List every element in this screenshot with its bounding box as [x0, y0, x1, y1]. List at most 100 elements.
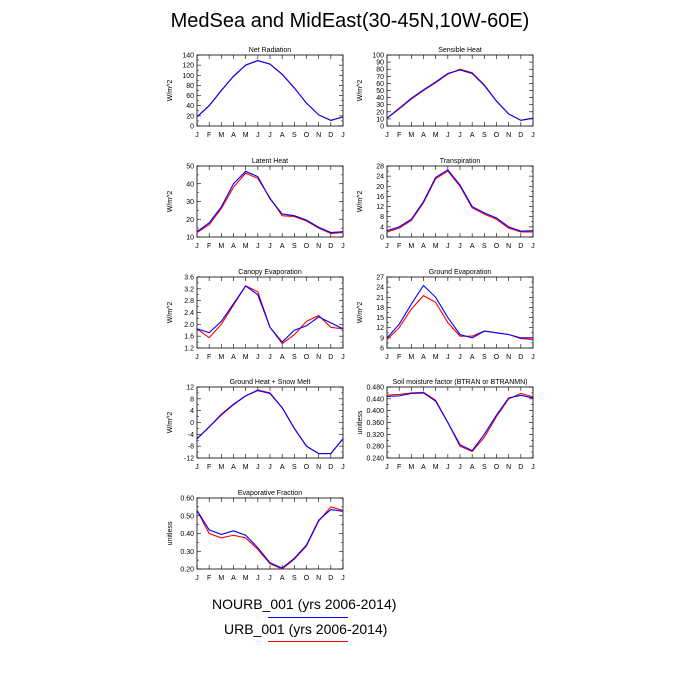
- x-tick-label: N: [506, 464, 511, 471]
- x-tick-label: M: [433, 354, 439, 361]
- x-tick-label: O: [494, 354, 500, 361]
- x-tick-label: M: [433, 243, 439, 250]
- series-line-2: [196, 508, 344, 569]
- x-tick-label: J: [458, 243, 462, 250]
- y-tick-label: 0.440: [366, 396, 384, 403]
- y-axis-label: unitless: [167, 521, 174, 545]
- x-tick-label: A: [231, 354, 236, 361]
- y-tick-label: 60: [186, 93, 194, 100]
- y-tick-label: 0: [190, 420, 194, 427]
- x-tick-label: F: [397, 354, 401, 361]
- x-tick-label: J: [385, 132, 389, 139]
- y-tick-label: 18: [376, 305, 384, 312]
- y-tick-label: 20: [376, 109, 384, 116]
- x-tick-label: A: [470, 354, 475, 361]
- y-tick-label: -4: [188, 432, 194, 439]
- y-tick-label: 40: [376, 95, 384, 102]
- x-tick-label: A: [231, 575, 236, 582]
- plot-frame: [386, 165, 534, 238]
- x-tick-label: J: [256, 132, 260, 139]
- x-tick-label: J: [268, 464, 272, 471]
- x-tick-label: J: [458, 354, 462, 361]
- chart-panel-9: Evaporative Fraction unitless 0.20 0.30 0.40…: [167, 490, 345, 582]
- x-tick-label: A: [280, 132, 285, 139]
- legend-swatch-urb: [268, 641, 348, 642]
- y-tick-label: 70: [376, 74, 384, 81]
- x-tick-label: O: [494, 243, 500, 250]
- x-tick-label: N: [316, 464, 321, 471]
- series-line-2: [196, 389, 344, 455]
- x-tick-label: M: [408, 132, 414, 139]
- x-tick-label: F: [207, 132, 211, 139]
- series-line-2: [386, 169, 534, 232]
- x-tick-label: O: [304, 354, 310, 361]
- x-tick-label: M: [408, 464, 414, 471]
- y-tick-label: 10: [186, 235, 194, 242]
- x-tick-label: M: [408, 243, 414, 250]
- x-tick-label: M: [243, 354, 249, 361]
- y-tick-label: 0.400: [366, 408, 384, 415]
- chart-title: Sensible Heat: [438, 47, 482, 54]
- x-tick-label: F: [207, 354, 211, 361]
- y-tick-label: 3.6: [184, 275, 194, 282]
- x-tick-label: A: [421, 132, 426, 139]
- x-tick-label: A: [470, 464, 475, 471]
- x-tick-label: J: [531, 464, 535, 471]
- x-tick-label: M: [243, 243, 249, 250]
- x-tick-label: S: [482, 132, 487, 139]
- y-tick-label: 8: [190, 396, 194, 403]
- y-tick-label: 10: [376, 116, 384, 123]
- series-line-1: [196, 389, 344, 455]
- x-tick-label: M: [218, 132, 224, 139]
- x-tick-label: O: [304, 132, 310, 139]
- series-line-2: [196, 60, 344, 122]
- x-tick-label: D: [328, 464, 333, 471]
- y-tick-label: 60: [376, 81, 384, 88]
- x-tick-label: J: [195, 243, 199, 250]
- x-tick-label: N: [506, 354, 511, 361]
- x-tick-label: F: [207, 575, 211, 582]
- y-tick-label: 3.2: [184, 286, 194, 293]
- x-tick-label: D: [328, 354, 333, 361]
- chart-panel-2: Sensible Heat W/m^2 0102030405060708090100…: [357, 47, 535, 139]
- x-tick-label: J: [385, 243, 389, 250]
- chart-title: Canopy Evaporation: [238, 269, 302, 276]
- series-line-1: [196, 285, 344, 345]
- y-tick-label: 4: [380, 224, 384, 231]
- x-tick-label: N: [316, 354, 321, 361]
- x-tick-label: M: [218, 243, 224, 250]
- x-tick-label: J: [256, 243, 260, 250]
- y-axis-label: W/m^2: [357, 80, 364, 102]
- x-tick-label: J: [268, 243, 272, 250]
- x-tick-label: M: [218, 464, 224, 471]
- x-tick-label: J: [341, 132, 345, 139]
- x-tick-label: J: [341, 243, 345, 250]
- x-tick-label: O: [304, 575, 310, 582]
- y-tick-label: 0.60: [180, 496, 194, 503]
- y-tick-label: 12: [376, 204, 384, 211]
- plot-frame: [196, 276, 344, 349]
- y-tick-label: 24: [376, 285, 384, 292]
- x-tick-label: S: [292, 243, 297, 250]
- y-axis-label: W/m^2: [357, 191, 364, 213]
- x-tick-label: J: [195, 464, 199, 471]
- series-line-1: [386, 294, 534, 341]
- x-tick-label: J: [256, 354, 260, 361]
- y-tick-label: 21: [376, 295, 384, 302]
- x-tick-label: M: [433, 132, 439, 139]
- x-tick-label: S: [482, 354, 487, 361]
- x-tick-label: J: [256, 575, 260, 582]
- x-tick-label: F: [397, 464, 401, 471]
- x-tick-label: M: [218, 575, 224, 582]
- x-tick-label: J: [458, 464, 462, 471]
- x-tick-label: A: [231, 132, 236, 139]
- x-tick-label: N: [506, 243, 511, 250]
- x-tick-label: M: [408, 354, 414, 361]
- x-tick-label: J: [256, 464, 260, 471]
- y-axis-label: W/m^2: [167, 80, 174, 102]
- x-tick-label: F: [397, 132, 401, 139]
- series-line-1: [386, 170, 533, 233]
- series-line-2: [386, 69, 534, 121]
- x-tick-label: A: [470, 243, 475, 250]
- series-line-1: [386, 391, 534, 453]
